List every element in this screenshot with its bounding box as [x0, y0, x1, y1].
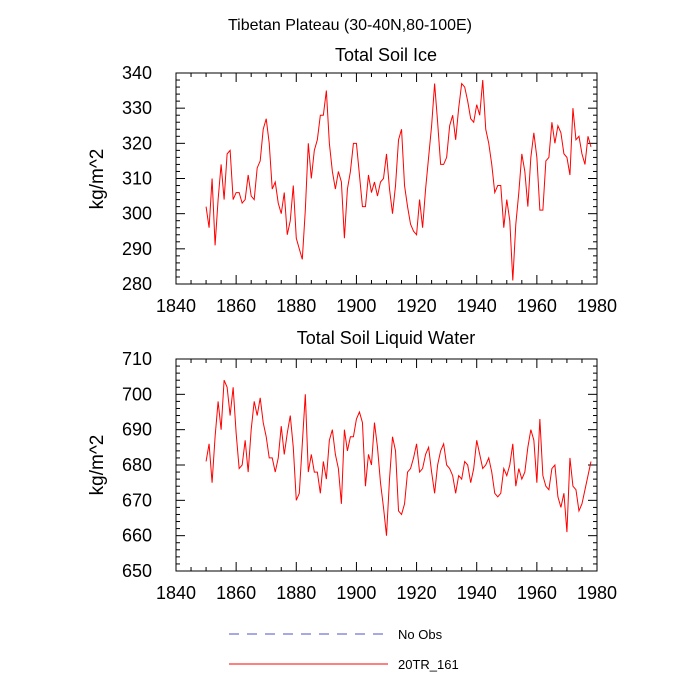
- soil-liquid-water-ytick-label: 650: [122, 561, 152, 581]
- soil-ice-xtick-label: 1880: [276, 296, 316, 316]
- soil-liquid-water-xtick-label: 1900: [336, 583, 376, 603]
- soil-ice-ticks: 1840 1860 1880 1900 1920 1940 1960 1980 280 290 30…: [122, 63, 617, 316]
- figure-suptitle: Tibetan Plateau (30-40N,80-100E): [228, 17, 472, 34]
- soil-liquid-water-series-line: [205, 380, 592, 536]
- soil-liquid-water-xtick-label: 1980: [577, 583, 617, 603]
- soil-liquid-water-ytick-label: 680: [122, 455, 152, 475]
- soil-ice-xtick-label: 1900: [336, 296, 376, 316]
- soil-ice-plot-frame: [175, 72, 598, 285]
- soil-ice-xtick-label: 1940: [457, 296, 497, 316]
- soil-liquid-water-ylabel: kg/m^2: [87, 435, 108, 496]
- legend-item-no-obs: No Obs: [229, 627, 443, 642]
- soil-liquid-water-ytick-label: 700: [122, 384, 152, 404]
- soil-liquid-water-xtick-label: 1860: [216, 583, 256, 603]
- soil-ice-panel: Total Soil Ice kg/m^2 1840 1860 1880 1900 19…: [87, 45, 617, 316]
- soil-ice-ytick-label: 330: [122, 98, 152, 118]
- soil-liquid-water-panel: Total Soil Liquid Water kg/m^2 1840 1860 1…: [87, 328, 617, 603]
- legend-item-20tr-161: 20TR_161: [229, 657, 459, 672]
- legend-label-20tr-161: 20TR_161: [398, 657, 459, 672]
- soil-liquid-water-xtick-label: 1880: [276, 583, 316, 603]
- soil-liquid-water-ytick-label: 690: [122, 420, 152, 440]
- soil-liquid-water-ytick-label: 710: [122, 349, 152, 369]
- soil-ice-xtick-label: 1840: [156, 296, 196, 316]
- soil-ice-ytick-label: 340: [122, 63, 152, 83]
- soil-ice-title: Total Soil Ice: [335, 45, 437, 65]
- soil-ice-xtick-label: 1920: [397, 296, 437, 316]
- soil-ice-ylabel: kg/m^2: [87, 149, 108, 210]
- soil-liquid-water-xtick-label: 1960: [517, 583, 557, 603]
- soil-ice-ytick-label: 320: [122, 133, 152, 153]
- legend-label-no-obs: No Obs: [398, 627, 443, 642]
- soil-ice-ytick-label: 310: [122, 169, 152, 189]
- soil-ice-series-line: [205, 79, 592, 281]
- soil-ice-xtick-label: 1960: [517, 296, 557, 316]
- soil-liquid-water-title: Total Soil Liquid Water: [297, 328, 475, 348]
- soil-liquid-water-ticks: 1840 1860 1880 1900 1920 1940 1960 1980 650 660 67…: [122, 349, 617, 603]
- soil-ice-ytick-label: 300: [122, 204, 152, 224]
- soil-ice-xtick-label: 1980: [577, 296, 617, 316]
- soil-liquid-water-ytick-label: 660: [122, 526, 152, 546]
- soil-ice-xtick-label: 1860: [216, 296, 256, 316]
- soil-liquid-water-ytick-label: 670: [122, 490, 152, 510]
- soil-ice-ytick-label: 290: [122, 239, 152, 259]
- soil-ice-ytick-label: 280: [122, 274, 152, 294]
- legend: No Obs 20TR_161: [229, 627, 459, 672]
- soil-liquid-water-xtick-label: 1840: [156, 583, 196, 603]
- soil-liquid-water-xtick-label: 1920: [397, 583, 437, 603]
- soil-liquid-water-xtick-label: 1940: [457, 583, 497, 603]
